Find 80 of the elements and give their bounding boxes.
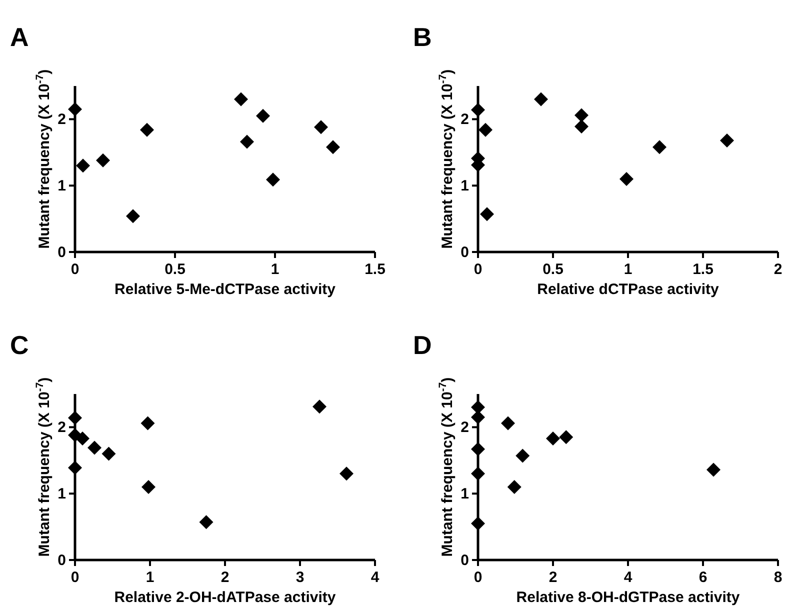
point [68, 102, 82, 116]
y-tick-label: 2 [58, 111, 66, 128]
point [102, 446, 116, 461]
x-tick-label: 0 [70, 261, 80, 278]
x-tick-label: 0 [474, 569, 482, 586]
point [652, 140, 666, 154]
x-tick-label: 8 [774, 569, 782, 586]
point [471, 442, 485, 456]
x-tick-label: 1 [624, 261, 632, 278]
x-tick-label: 0 [70, 569, 80, 586]
point [76, 431, 90, 446]
chart-title: C [10, 330, 29, 360]
point [501, 416, 515, 430]
point [706, 462, 720, 477]
x-tick-label: 0.5 [164, 261, 186, 278]
y-tick-label: 0 [460, 552, 469, 569]
point [720, 133, 734, 148]
point [471, 400, 485, 414]
point [96, 153, 110, 168]
x-tick-label: 1.5 [692, 261, 714, 278]
y-tick-label: 0 [460, 244, 469, 261]
point [314, 120, 328, 134]
x-tick-label: 1 [270, 261, 280, 278]
x-tick-label: 6 [698, 569, 708, 586]
point [480, 207, 494, 222]
x-tick-label: 4 [370, 569, 380, 586]
point [266, 172, 280, 187]
point [574, 108, 588, 122]
point [574, 120, 588, 134]
point [620, 172, 634, 186]
x-tick-label: 0.5 [542, 261, 564, 278]
x-axis-title: Relative dCTPase activity [537, 281, 720, 298]
x-tick-label: 4 [624, 569, 633, 586]
y-tick-label: 2 [58, 419, 66, 436]
point [142, 480, 156, 494]
point [68, 410, 82, 425]
x-tick-label: 2 [220, 569, 230, 586]
point [88, 440, 102, 455]
point [126, 209, 140, 224]
x-tick-label: 0 [474, 261, 482, 278]
point [240, 134, 254, 149]
y-tick-label: 1 [460, 486, 469, 503]
y-tick-label: 1 [58, 178, 66, 195]
point [534, 92, 548, 106]
point [507, 480, 522, 494]
chart-title: B [413, 22, 432, 52]
chart-title: D [413, 330, 432, 360]
point [471, 102, 485, 117]
x-axis-title: Relative 2-OH-dATPase activity [114, 589, 336, 606]
point [68, 460, 82, 475]
x-axis-title: Relative 8-OH-dGTPase activity [516, 589, 740, 606]
point [326, 140, 340, 154]
x-axis-title: Relative 5-Me-dCTPase activity [114, 281, 336, 298]
point [234, 92, 248, 106]
point [516, 448, 530, 463]
point [140, 416, 155, 430]
x-tick-label: 2 [548, 569, 558, 586]
point [471, 516, 485, 530]
point [76, 158, 90, 173]
point [546, 431, 560, 446]
y-tick-label: 1 [460, 178, 469, 195]
y-tick-label: 2 [460, 111, 469, 128]
y-tick-label: 0 [58, 552, 66, 569]
point [199, 515, 214, 530]
point [471, 466, 485, 481]
y-tick-label: 2 [460, 419, 469, 436]
x-tick-label: 1 [146, 569, 154, 586]
point [478, 122, 492, 137]
x-tick-label: 1.5 [364, 261, 386, 278]
point [256, 108, 270, 123]
x-tick-label: 3 [296, 569, 304, 586]
chart-title: A [10, 22, 29, 52]
point [312, 400, 326, 414]
point [471, 410, 485, 424]
point [340, 466, 354, 481]
x-tick-label: 2 [774, 261, 782, 278]
y-tick-label: 0 [58, 244, 66, 261]
point [140, 122, 154, 137]
y-tick-label: 1 [58, 486, 66, 503]
point [559, 430, 574, 444]
